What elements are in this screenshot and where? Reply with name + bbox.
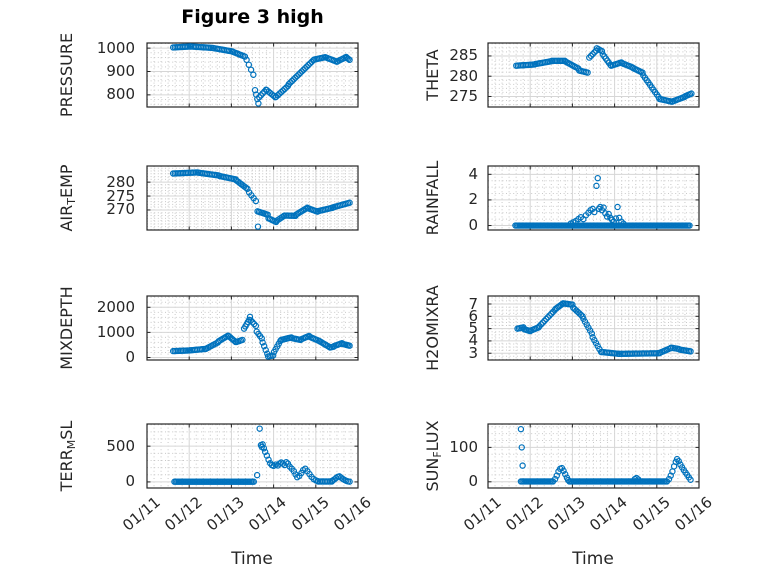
tick-marks xyxy=(487,424,700,488)
y-axis-label-terr-msl: TERRMSL xyxy=(57,366,78,546)
axes-frame xyxy=(146,165,359,231)
sun-flux-data-points xyxy=(517,425,694,485)
y-tick-label: 2 xyxy=(468,190,478,209)
subplot-theta xyxy=(487,42,700,108)
tick-marks xyxy=(146,296,359,360)
y-tick-label: 0 xyxy=(468,216,478,235)
air-temp-data-points xyxy=(169,169,353,230)
theta-data-points xyxy=(513,45,695,105)
y-tick-label: 1000 xyxy=(96,322,135,341)
y-axis-label-sun-flux: SUNFLUX xyxy=(423,366,444,546)
tick-marks xyxy=(487,296,700,360)
axes-frame xyxy=(487,42,700,108)
x-axis-label-right: Time xyxy=(572,549,614,569)
subplot-h2omixra xyxy=(487,295,700,361)
axes-frame xyxy=(146,42,359,108)
axes-frame xyxy=(487,423,700,489)
y-tick-label: 500 xyxy=(106,436,135,455)
y-tick-label: 0 xyxy=(468,472,478,491)
y-axis-label-subscript: M xyxy=(65,439,78,450)
grid xyxy=(147,42,358,107)
y-tick-label: 2000 xyxy=(96,297,135,316)
x-tick-label: 01/16 xyxy=(670,493,716,535)
y-tick-label: 5 xyxy=(468,319,478,338)
h2omixra-data-points xyxy=(514,300,694,358)
x-tick-label: 01/14 xyxy=(586,493,632,535)
y-tick-label: 100 xyxy=(449,437,478,456)
x-tick-label: 01/11 xyxy=(118,493,164,535)
subplot-rainfall xyxy=(487,165,700,231)
axes-frame xyxy=(487,295,700,361)
subplot-terr-msl xyxy=(146,423,359,489)
grid xyxy=(488,43,699,107)
y-tick-label: 285 xyxy=(449,46,478,65)
y-tick-label: 900 xyxy=(106,61,135,80)
subplot-sun-flux xyxy=(487,423,700,489)
rainfall-data-points xyxy=(512,174,693,229)
y-tick-label: 3 xyxy=(468,343,478,362)
tick-marks xyxy=(146,424,359,488)
y-tick-label: 800 xyxy=(106,85,135,104)
x-tick-label: 01/15 xyxy=(628,493,674,535)
axes-frame xyxy=(146,295,359,361)
y-tick-label: 275 xyxy=(449,86,478,105)
y-axis-label-subscript: F xyxy=(431,451,444,458)
y-axis-label-text: SUN xyxy=(423,457,442,492)
y-tick-label: 0 xyxy=(125,472,135,491)
tick-marks xyxy=(146,166,359,230)
y-tick-label: 280 xyxy=(449,66,478,85)
axes-frame xyxy=(487,165,700,231)
y-axis-label-text: AIR xyxy=(57,204,76,232)
y-tick-label: 280 xyxy=(106,172,135,191)
subplot-pressure xyxy=(146,42,359,108)
y-tick-label: 0 xyxy=(125,347,135,366)
grid xyxy=(488,296,699,360)
x-tick-label: 01/12 xyxy=(502,493,547,535)
y-tick-label: 275 xyxy=(106,186,135,205)
y-tick-label: 270 xyxy=(106,200,135,219)
figure-title: Figure 3 high xyxy=(181,6,324,28)
y-axis-label-text: H2OMIXRA xyxy=(423,285,442,371)
x-tick-label: 01/13 xyxy=(203,493,248,535)
y-tick-label: 1000 xyxy=(96,38,135,57)
subplot-air-temp xyxy=(146,165,359,231)
y-tick-label: 4 xyxy=(468,164,478,183)
y-axis-label-text: MIXDEPTH xyxy=(57,286,76,370)
y-tick-label: 7 xyxy=(468,294,478,313)
x-tick-label: 01/14 xyxy=(245,493,291,535)
x-tick-label: 01/16 xyxy=(329,493,375,535)
y-axis-label-text: SL xyxy=(57,420,76,440)
x-tick-label: 01/13 xyxy=(544,493,589,535)
grid xyxy=(147,296,358,360)
x-tick-label: 01/12 xyxy=(161,493,206,535)
subplot-mixdepth xyxy=(146,295,359,361)
axes-frame xyxy=(146,423,359,489)
grid xyxy=(488,166,699,230)
pressure-data-points xyxy=(169,43,353,107)
x-tick-label: 01/15 xyxy=(287,493,333,535)
y-axis-label-text: EMP xyxy=(57,164,76,199)
y-axis-label-text: PRESSURE xyxy=(57,32,76,118)
terr-msl-data-points xyxy=(171,425,353,485)
y-axis-label-text: TERR xyxy=(57,449,76,492)
y-axis-label-text: THETA xyxy=(423,49,442,101)
y-axis-label-subscript: T xyxy=(65,198,78,205)
y-tick-label: 4 xyxy=(468,331,478,350)
y-tick-label: 6 xyxy=(468,306,478,325)
mixdepth-data-points xyxy=(169,313,353,360)
tick-marks xyxy=(487,43,700,107)
x-axis-label-left: Time xyxy=(231,549,273,569)
x-tick-label: 01/11 xyxy=(459,493,505,535)
y-axis-label-text: LUX xyxy=(423,420,442,452)
y-axis-label-text: RAINFALL xyxy=(423,160,442,236)
